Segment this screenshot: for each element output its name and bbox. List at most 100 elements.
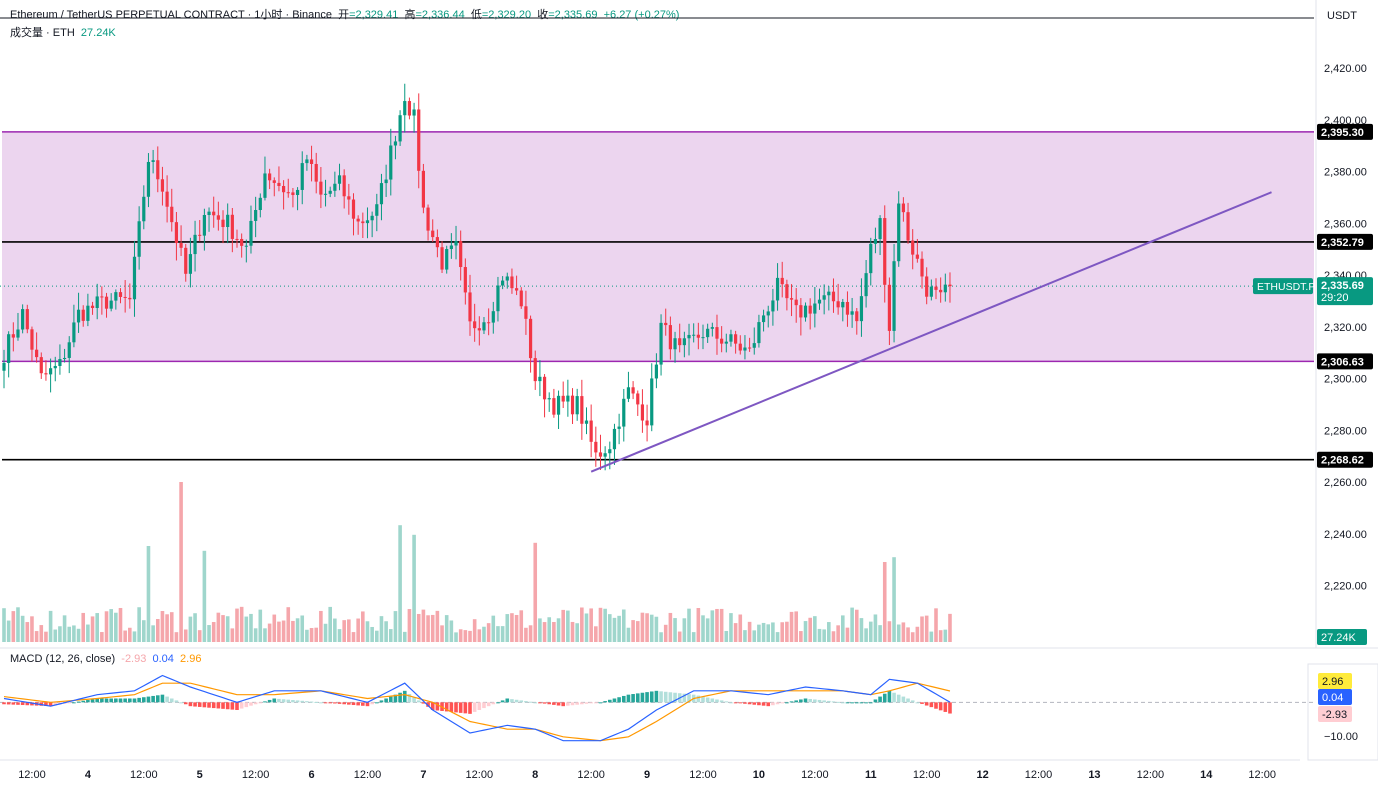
candle-body	[379, 183, 384, 205]
candle-body	[393, 141, 398, 146]
candle-body	[775, 277, 780, 301]
macd-histogram-bar	[221, 702, 225, 709]
macd-histogram-bar	[887, 690, 892, 703]
volume-bar	[253, 628, 258, 642]
candle-body	[622, 398, 626, 427]
volume-bar	[388, 629, 393, 642]
macd-histogram-bar	[608, 699, 612, 703]
volume-bar	[62, 615, 67, 642]
volume-bar	[202, 550, 207, 642]
macd-histogram-bar	[333, 702, 337, 704]
candle-body	[575, 396, 579, 415]
volume-bar	[463, 630, 468, 642]
volume-bar	[402, 631, 407, 642]
candle-body	[277, 182, 281, 187]
candle-body	[109, 300, 113, 309]
volume-bar	[48, 610, 53, 642]
candle-body	[282, 186, 286, 193]
volume-bar	[771, 622, 775, 642]
volume-bar	[910, 632, 915, 642]
volume-bar	[169, 612, 174, 642]
candle-body	[789, 298, 794, 300]
macd-histogram-bar	[239, 702, 244, 709]
macd-histogram-bar	[305, 701, 309, 703]
candle-body	[626, 387, 631, 399]
time-tick-label: 12	[976, 769, 988, 781]
volume-bar	[845, 627, 850, 642]
macd-histogram-bar	[104, 698, 109, 703]
macd-histogram-bar	[738, 702, 743, 704]
volume-bar	[924, 615, 929, 642]
volume-bar	[407, 609, 412, 642]
volume-bar	[640, 612, 645, 642]
price-tick-label: 2,360.00	[1324, 218, 1367, 230]
level-tag	[1317, 233, 1373, 250]
macd-histogram-bar	[817, 699, 822, 703]
volume-bar	[528, 625, 533, 642]
time-tick-label: 12:00	[354, 769, 382, 781]
currency-label[interactable]: USDT	[1327, 10, 1357, 22]
volume-bar	[188, 616, 193, 642]
candle-body	[100, 296, 104, 298]
candle-body	[743, 347, 747, 351]
macd-histogram-bar	[356, 702, 360, 706]
macd-histogram-bar	[468, 702, 472, 714]
macd-histogram-bar	[2, 702, 6, 705]
volume-bar	[677, 631, 682, 642]
current-price-tag	[1317, 277, 1373, 306]
price-axis: 2,420.002,400.002,380.002,360.002,340.00…	[1307, 0, 1378, 761]
candle-body	[72, 322, 76, 343]
time-tick-label: 12:00	[689, 769, 717, 781]
volume-bar	[603, 608, 607, 642]
candle-body	[556, 395, 561, 415]
macd-histogram-bar	[370, 702, 374, 705]
candle-body	[445, 249, 449, 270]
macd-histogram-bar	[892, 692, 896, 703]
candle-body	[30, 329, 34, 350]
volume-legend: 成交量 · ETH 27.24K	[10, 24, 116, 40]
time-tick-label: 6	[308, 769, 314, 781]
volume-label[interactable]: 成交量 · ETH	[10, 27, 75, 39]
macd-histogram-bar	[137, 697, 141, 703]
macd-histogram-bar	[943, 702, 948, 712]
volume-bar	[496, 626, 500, 642]
volume-bar	[454, 632, 458, 642]
volume-bar	[286, 607, 291, 642]
volume-bar	[351, 632, 356, 642]
macd-pane	[0, 647, 1378, 761]
macd-histogram-bar	[454, 702, 458, 713]
price-tick-label: 2,400.00	[1324, 115, 1367, 127]
macd-histogram-bar	[631, 694, 635, 703]
volume-bar	[719, 608, 724, 642]
macd-histogram-bar	[668, 692, 673, 703]
range-zone	[2, 131, 1314, 362]
volume-bar	[724, 630, 729, 642]
macd-histogram-bar	[361, 702, 365, 706]
candle-body	[426, 207, 430, 231]
macd-histogram-bar	[491, 702, 496, 705]
volume-bar	[589, 608, 593, 642]
candle-body	[855, 311, 859, 322]
candle-body	[831, 291, 836, 302]
macd-label[interactable]: MACD (12, 26, close)	[10, 653, 116, 665]
candle-body	[510, 276, 514, 289]
candle-body	[561, 395, 565, 402]
time-tick-label: 12:00	[1137, 769, 1165, 781]
macd-histogram-bar	[705, 697, 710, 703]
volume-bar	[86, 624, 90, 642]
open-label: 开	[338, 9, 350, 21]
low-label: 低	[470, 9, 482, 21]
price-tick-label: 2,240.00	[1324, 529, 1367, 541]
horizontal-levels	[0, 17, 1314, 461]
volume-bar	[514, 614, 519, 642]
candle-body	[934, 286, 938, 290]
volume-bar	[370, 626, 374, 642]
macd-histogram-bar	[291, 700, 295, 703]
macd-hist-value: -2.93	[121, 653, 147, 665]
macd-histogram-bar	[328, 702, 332, 704]
volume-bar	[943, 629, 948, 642]
macd-tick-label: −10.00	[1324, 731, 1358, 743]
candle-body	[104, 296, 109, 309]
macd-histogram-bar	[766, 702, 771, 707]
